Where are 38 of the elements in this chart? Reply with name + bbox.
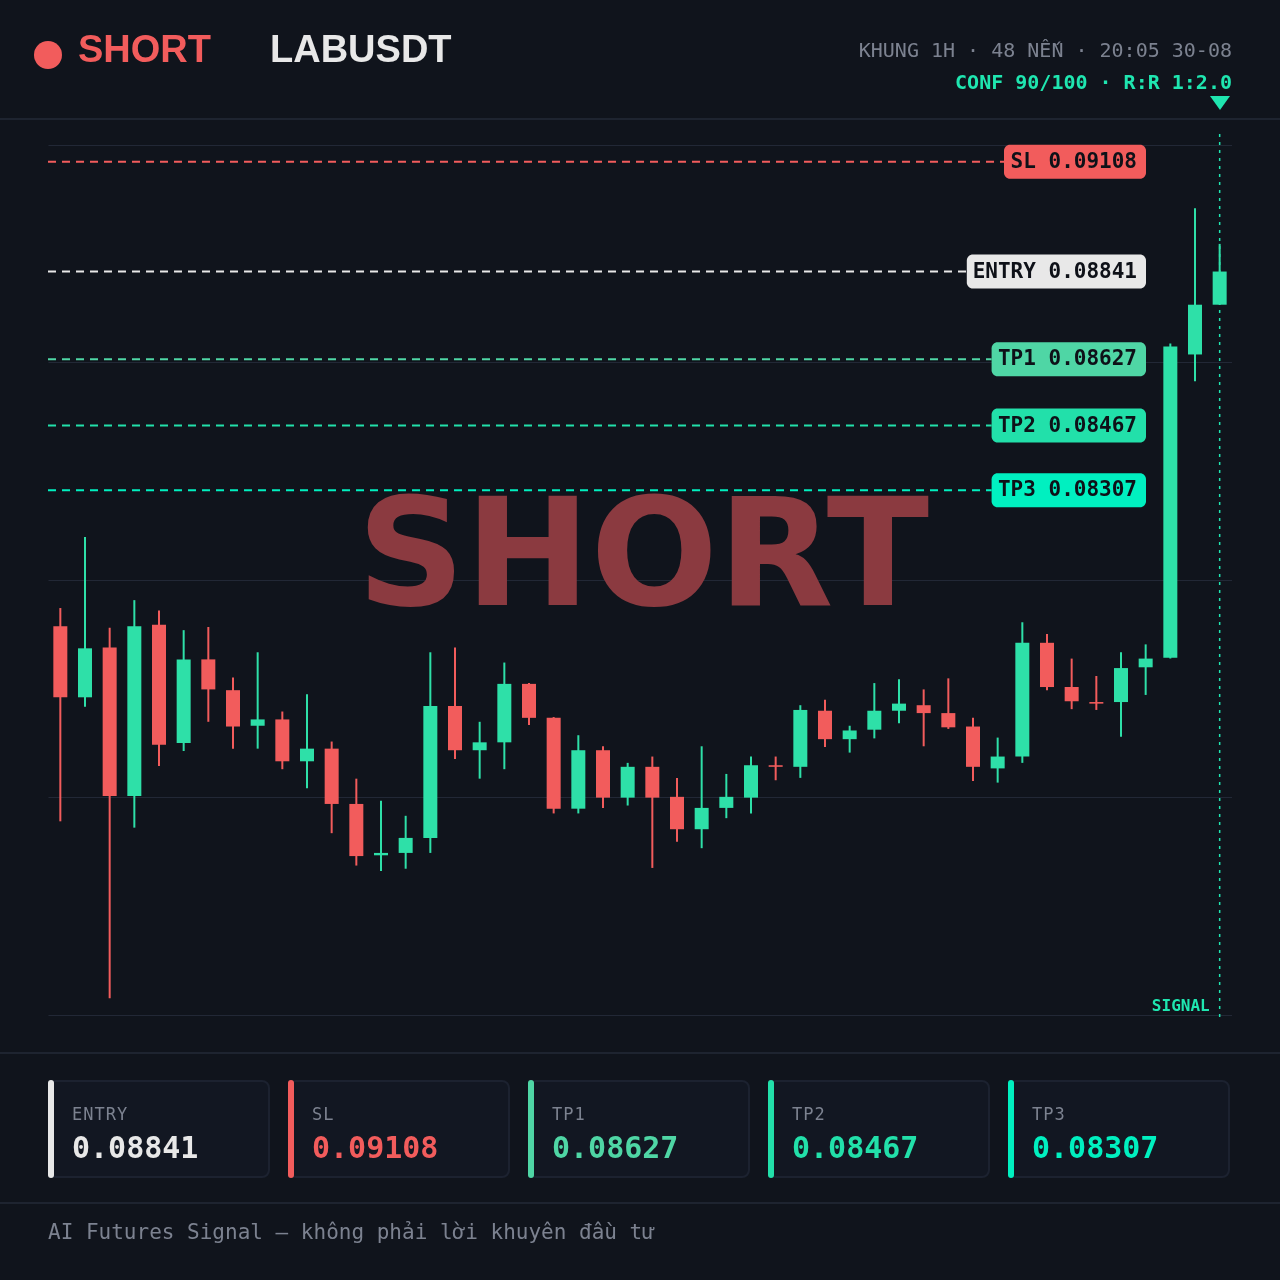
candlestick	[768, 755, 783, 782]
text: CONF 90/100 · R:R 1:2.0	[955, 70, 1232, 94]
candlestick	[1064, 657, 1079, 711]
ref-line-label: TP3 0.08307	[997, 477, 1137, 502]
text: 0.08627	[552, 1130, 679, 1165]
candlestick	[250, 651, 265, 750]
candlestick	[1089, 674, 1104, 711]
annotation: SIGNAL	[1151, 996, 1210, 1015]
text: TP1	[552, 1104, 586, 1124]
candlestick	[1138, 643, 1153, 696]
candlestick	[300, 693, 314, 790]
text: 0.08307	[1032, 1130, 1159, 1165]
text: 0.08467	[792, 1130, 919, 1165]
ref-line-label: TP1 0.08627	[997, 346, 1137, 371]
ref-line-label: ENTRY 0.08841	[972, 258, 1137, 283]
annotation: SHORT	[356, 466, 930, 640]
candlestick	[842, 724, 857, 754]
text: 0.09108	[312, 1130, 439, 1165]
candlestick	[867, 682, 882, 740]
chart-subtitle: LABUSDT	[270, 28, 452, 71]
ref-line-label: TP2 0.08467	[997, 412, 1137, 437]
candlestick	[694, 745, 709, 850]
candlestick	[941, 677, 956, 730]
candlestick	[916, 688, 931, 748]
text: SL	[312, 1104, 335, 1124]
text: AI Futures Signal — không phải lời khuyên đầu tư	[48, 1220, 655, 1244]
chart-title: SHORT	[78, 28, 211, 71]
text: ENTRY	[72, 1104, 129, 1124]
ref-line-label: SL 0.09108	[1010, 148, 1137, 173]
text: TP3	[1032, 1104, 1066, 1124]
candlestick	[472, 720, 487, 780]
candlestick	[719, 772, 734, 820]
candlestick	[990, 736, 1005, 784]
text: KHUNG 1H · 48 NẾN · 20:05 30-08	[858, 38, 1232, 62]
text: TP2	[792, 1104, 826, 1124]
text: 0.08841	[72, 1130, 199, 1165]
candlestick	[398, 814, 413, 870]
candlestick	[892, 678, 906, 725]
